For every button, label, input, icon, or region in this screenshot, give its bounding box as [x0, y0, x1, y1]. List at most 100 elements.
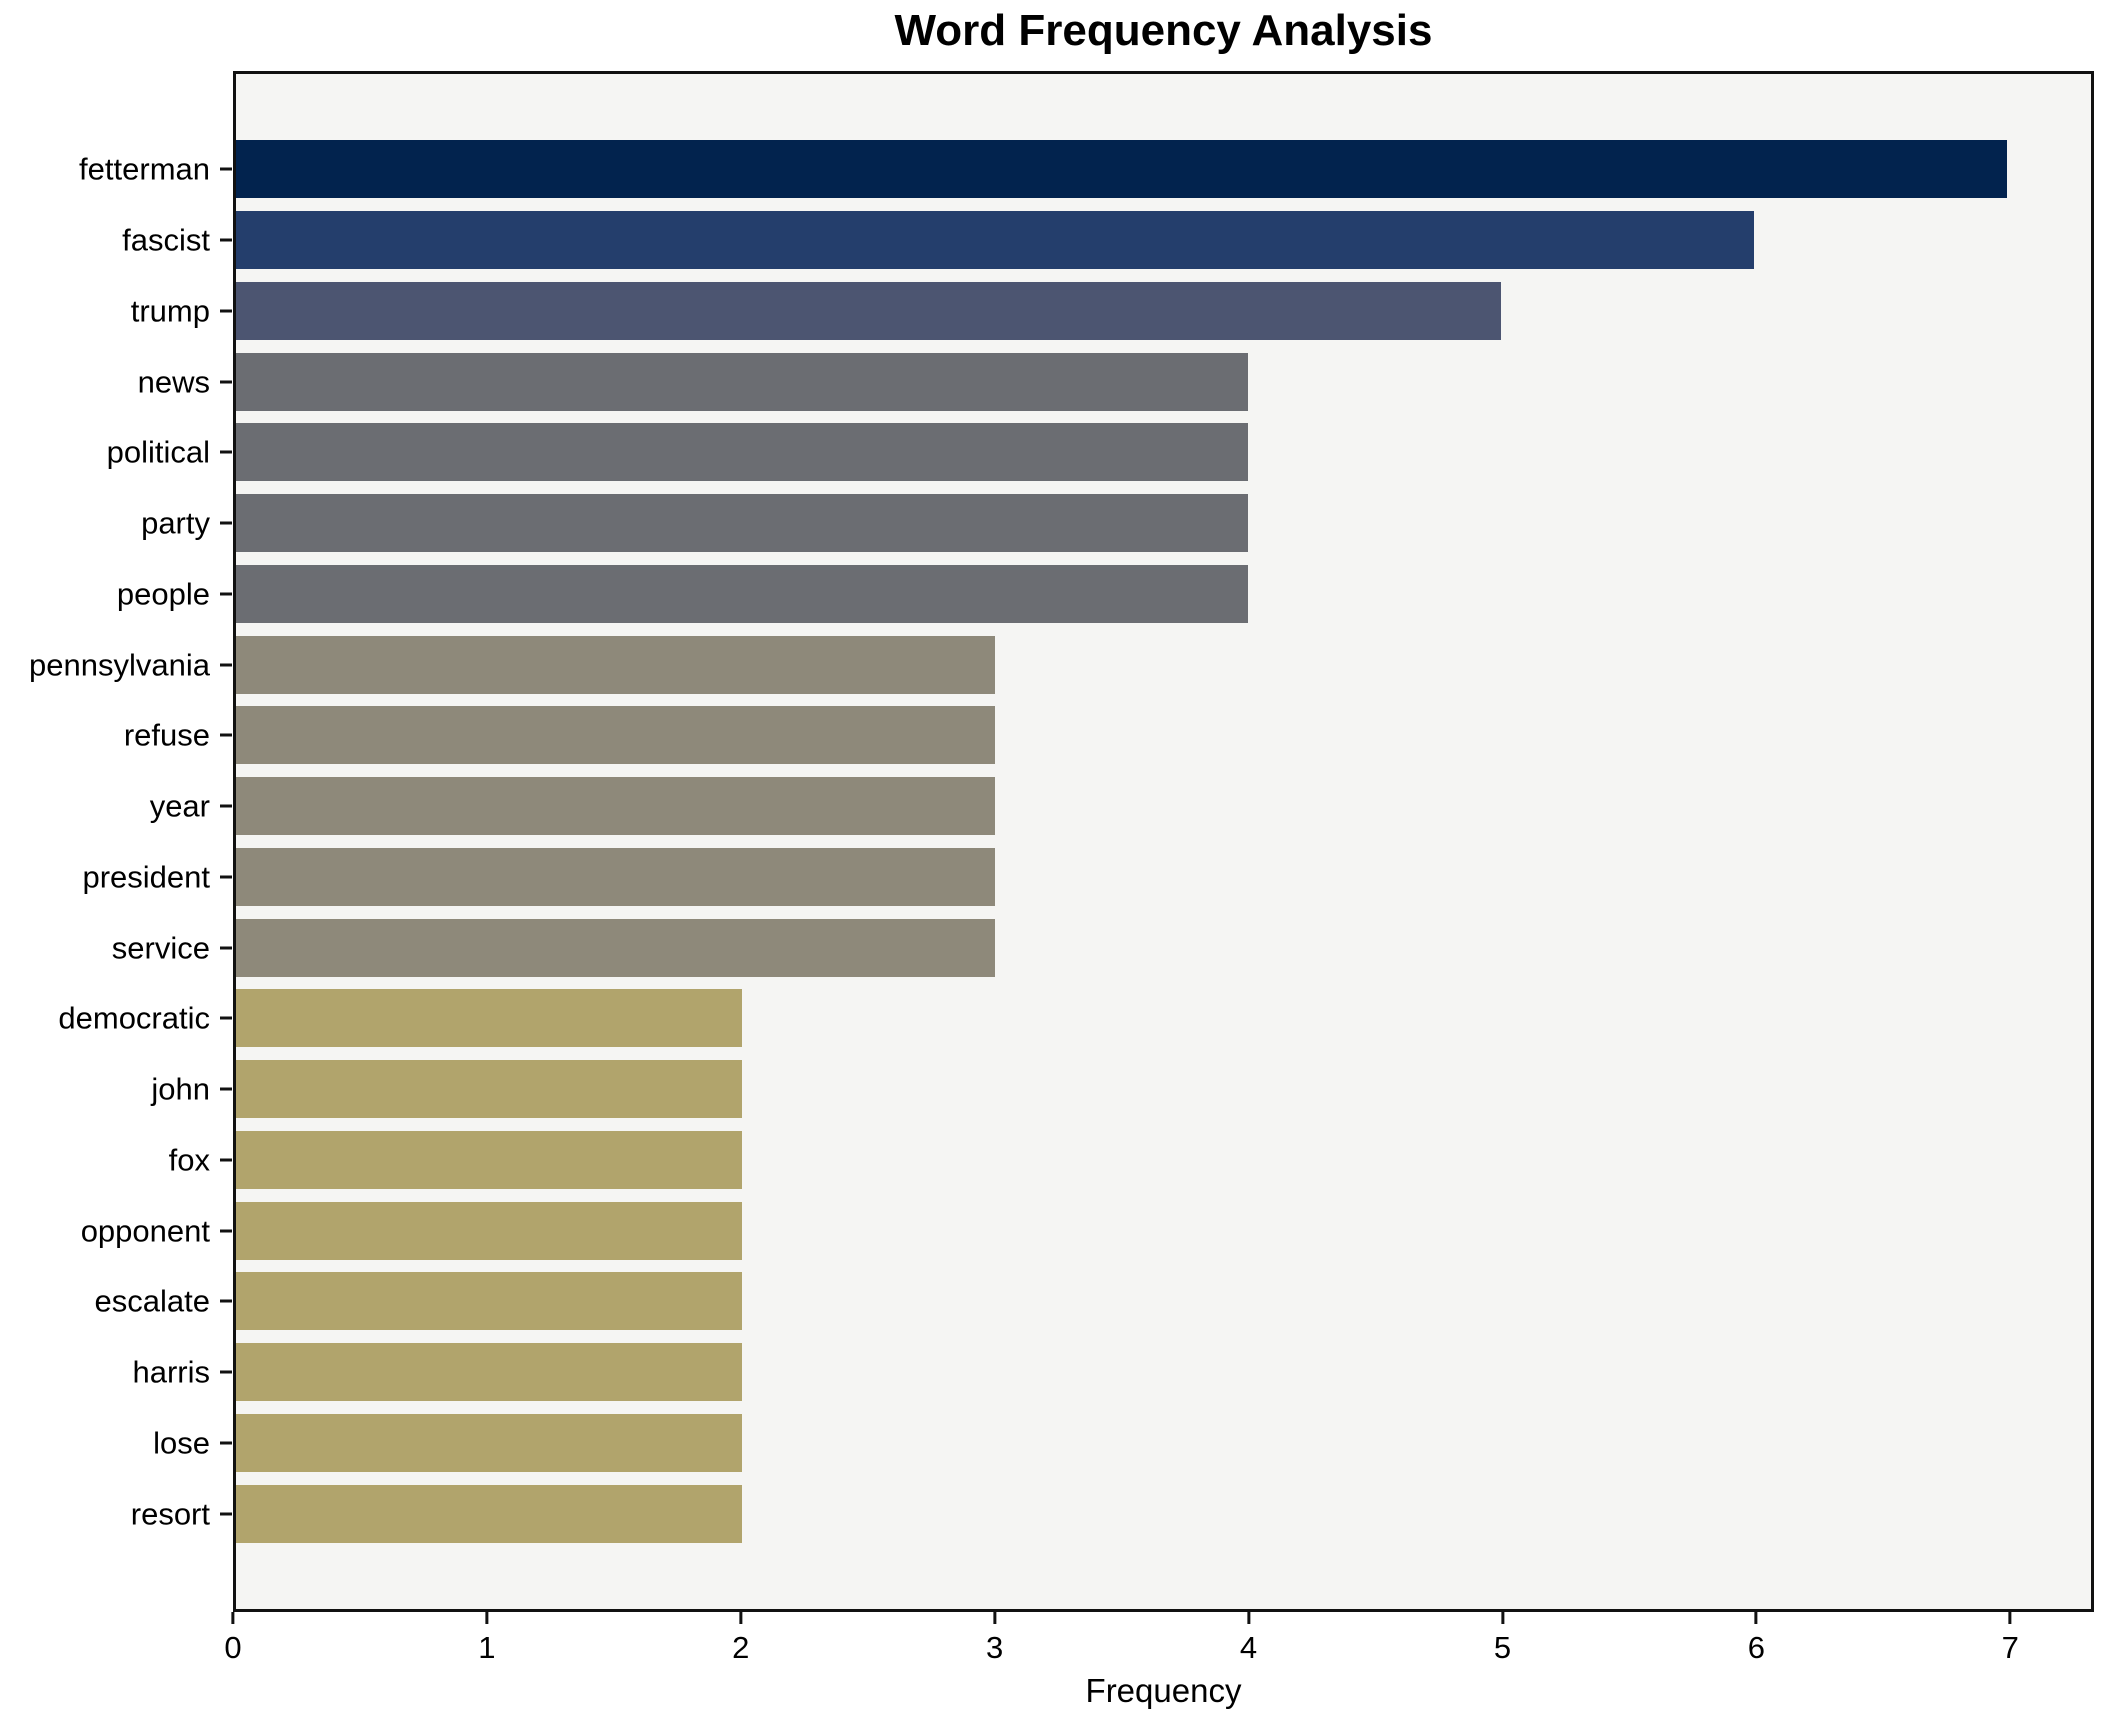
x-tick-label: 6 — [1747, 1630, 1765, 1665]
y-tick-mark — [220, 1441, 232, 1445]
x-tick: 7 — [2002, 1612, 2019, 1663]
y-axis-label: president — [82, 859, 210, 895]
y-axis-label: pennsylvania — [29, 647, 210, 683]
bar-john — [236, 1060, 743, 1119]
bar-news — [236, 352, 1249, 411]
y-tick-mark — [220, 804, 232, 808]
bar-refuse — [236, 706, 996, 765]
y-tick-mark — [220, 875, 232, 879]
y-tick-mark — [220, 1370, 232, 1374]
bar-row: fetterman — [79, 134, 2091, 205]
x-axis: 0 1 2 3 4 5 6 7 — [224, 1612, 2094, 1682]
bar-fascist — [236, 211, 1755, 270]
y-tick-mark — [220, 380, 232, 384]
bar-political — [236, 423, 1249, 482]
y-axis-label: lose — [153, 1425, 210, 1461]
x-tick-label: 2 — [732, 1630, 750, 1665]
x-axis-label: Frequency — [1085, 1672, 1242, 1709]
y-tick-mark — [220, 167, 232, 171]
x-tick-mark — [231, 1612, 235, 1624]
bar-year — [236, 777, 996, 836]
bar-row: people — [117, 559, 2091, 630]
y-axis-label: john — [151, 1071, 210, 1107]
y-tick-mark — [220, 946, 232, 950]
bar-party — [236, 494, 1249, 553]
y-tick-mark — [220, 1229, 232, 1233]
bar-row: resort — [131, 1478, 2091, 1549]
y-tick-mark — [220, 450, 232, 454]
bar-row: service — [112, 912, 2091, 983]
bar-row: fox — [169, 1125, 2091, 1196]
y-axis-label: fetterman — [79, 151, 210, 187]
y-tick-mark — [220, 238, 232, 242]
y-axis-label: party — [141, 505, 210, 541]
bar-row: fascist — [122, 205, 2091, 276]
y-axis-label: escalate — [94, 1283, 210, 1319]
bar-row: refuse — [124, 700, 2091, 771]
x-tick-label: 1 — [478, 1630, 496, 1665]
bar-row: political — [107, 417, 2091, 488]
y-tick-mark — [220, 592, 232, 596]
bar-row: trump — [131, 276, 2091, 347]
bar-democratic — [236, 989, 743, 1048]
y-tick-mark — [220, 733, 232, 737]
bar-row: democratic — [58, 983, 2091, 1054]
bar-people — [236, 564, 1249, 623]
y-axis-label: harris — [132, 1354, 210, 1390]
bar-service — [236, 918, 996, 977]
x-tick-label: 4 — [1239, 1630, 1258, 1665]
bar-row: escalate — [95, 1266, 2091, 1337]
x-tick-mark — [739, 1612, 743, 1624]
bars-container: fetterman fascist trump news political party p… — [29, 74, 2091, 1609]
bar-escalate — [236, 1272, 743, 1331]
bar-row: year — [150, 771, 2091, 842]
x-tick-mark — [1247, 1612, 1251, 1624]
x-tick-label: 0 — [224, 1630, 242, 1665]
y-axis-label: resort — [130, 1496, 210, 1532]
y-axis-label: opponent — [80, 1213, 210, 1249]
y-tick-mark — [220, 309, 232, 313]
bar-row: john — [151, 1054, 2091, 1125]
y-axis-label: democratic — [58, 1000, 210, 1036]
y-axis-label: year — [149, 788, 210, 824]
y-tick-mark — [220, 521, 232, 525]
x-tick-label: 7 — [2001, 1630, 2019, 1665]
y-axis-label: service — [111, 930, 210, 966]
y-axis-label: fox — [168, 1142, 210, 1178]
y-axis-label: trump — [130, 293, 210, 329]
x-tick: 5 — [1494, 1612, 1511, 1663]
y-axis-label: news — [137, 364, 210, 400]
x-tick: 0 — [224, 1612, 242, 1665]
x-tick-label: 3 — [986, 1630, 1004, 1665]
y-tick-mark — [220, 1512, 232, 1516]
bar-harris — [236, 1343, 743, 1402]
bar-row: news — [138, 346, 2091, 417]
x-tick: 6 — [1748, 1612, 1765, 1663]
y-tick-mark — [220, 1016, 232, 1020]
y-axis-label: refuse — [123, 717, 210, 753]
y-axis-label: political — [106, 434, 210, 470]
x-tick-label: 5 — [1493, 1630, 1512, 1665]
bar-resort — [236, 1484, 743, 1543]
y-tick-mark — [220, 1087, 232, 1091]
bar-fox — [236, 1130, 743, 1189]
y-tick-mark — [220, 1299, 232, 1303]
bar-president — [236, 847, 996, 906]
x-tick-mark — [2008, 1612, 2012, 1624]
y-axis-label: fascist — [122, 222, 210, 258]
bar-row: president — [82, 842, 2091, 913]
bar-row: opponent — [81, 1195, 2091, 1266]
bar-pennsylvania — [236, 635, 996, 694]
plot-area: fetterman fascist trump news political party p… — [29, 71, 2094, 1612]
x-tick-mark — [485, 1612, 489, 1624]
bar-lose — [236, 1413, 743, 1472]
y-tick-mark — [220, 1158, 232, 1162]
bar-row: lose — [153, 1408, 2091, 1479]
bar-row: party — [141, 488, 2091, 559]
chart-title: Word Frequency Analysis — [894, 6, 1433, 55]
y-axis-label: people — [116, 576, 210, 612]
x-tick-mark — [1754, 1612, 1758, 1624]
bar-row: pennsylvania — [29, 629, 2091, 700]
x-tick: 4 — [1240, 1612, 1257, 1663]
